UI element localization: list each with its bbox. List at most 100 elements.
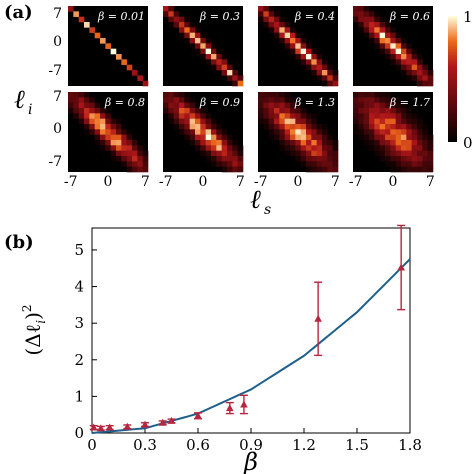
heatmap-cell	[358, 16, 364, 23]
heatmap-cell	[132, 166, 138, 173]
data-point	[397, 224, 406, 311]
heatmap-cell	[68, 97, 74, 103]
heatmap-cell	[290, 108, 296, 114]
heatmap-cell	[395, 145, 402, 151]
colorbar-tick-min: 0	[463, 134, 473, 152]
heatmap-cell	[200, 134, 206, 141]
heatmap-cell	[279, 97, 285, 103]
heatmap-cell	[374, 92, 380, 98]
heatmap-cell	[216, 64, 222, 71]
heatmap-cell	[168, 97, 174, 103]
heatmap-cell	[385, 134, 391, 141]
heatmap-cell	[295, 156, 301, 162]
heatmap-cell	[189, 113, 196, 119]
heatmap-cell	[168, 16, 174, 23]
heatmap-cell	[300, 113, 307, 119]
heatmap-cell	[406, 48, 412, 55]
heatmap-cell	[290, 134, 296, 141]
heatmap-cell	[284, 27, 291, 33]
heatmap-cell	[385, 27, 391, 33]
heatmap-cell	[211, 150, 217, 157]
heatmap-cell	[327, 166, 333, 173]
heatmap-cell	[274, 97, 280, 103]
heatmap-cell	[406, 156, 412, 162]
heatmap-cell	[379, 38, 386, 44]
data-point	[239, 394, 248, 415]
heatmap-cell	[263, 124, 269, 130]
x-tick-a: -7	[349, 174, 363, 190]
heatmap-cell	[216, 54, 222, 60]
heatmap-cell	[322, 166, 328, 173]
heatmap-cell	[232, 161, 238, 167]
heatmap-cell	[84, 108, 90, 114]
heatmap-cell	[89, 108, 95, 114]
heatmap-cell	[406, 113, 412, 119]
heatmap-cell	[100, 38, 106, 44]
heatmap-cell	[179, 92, 185, 98]
heatmap-cell	[363, 108, 370, 114]
heatmap-cell	[168, 102, 174, 109]
heatmap-cell	[369, 124, 375, 130]
heatmap-cell	[390, 108, 396, 114]
heatmap-cell	[100, 129, 106, 135]
heatmap-cell	[279, 118, 285, 125]
heatmap-cell	[184, 97, 190, 103]
heatmap-cell	[279, 134, 285, 141]
y-label-b-sup: 2	[20, 304, 34, 312]
heatmap-cell	[401, 59, 407, 65]
heatmap-cell	[211, 134, 217, 141]
heatmap-cell	[195, 27, 201, 33]
heatmap-cell	[385, 118, 391, 125]
heatmap-cell	[385, 43, 391, 49]
heatmap-cell	[311, 156, 317, 162]
heatmap-cell	[300, 124, 307, 130]
heatmap-cell	[274, 129, 280, 135]
heatmap-cell	[116, 124, 122, 130]
x-tick-a: 0	[199, 174, 208, 190]
heatmap-cell	[401, 113, 407, 119]
heatmap-cell	[94, 113, 101, 119]
heatmap-cell	[406, 129, 412, 135]
heatmap-cell	[369, 38, 375, 44]
heatmap-cell	[84, 97, 90, 103]
heatmap-cell	[322, 75, 328, 81]
heatmap-cell	[200, 140, 206, 146]
heatmap-cell	[221, 70, 228, 76]
heatmap-cell	[205, 129, 212, 135]
heatmap-cell	[227, 156, 233, 162]
heatmap-cell	[290, 102, 296, 109]
heatmap-cell	[274, 108, 280, 114]
heatmap-cell	[395, 129, 402, 135]
x-tick-label-b: 1.8	[398, 436, 422, 454]
heatmap-cell	[211, 129, 217, 135]
heatmap-cell	[132, 150, 138, 157]
heatmap-cell	[110, 129, 117, 135]
heatmap-cell	[411, 64, 418, 71]
heatmap-cell	[184, 118, 190, 125]
heatmap-cell	[332, 156, 339, 162]
heatmap-cell	[385, 54, 391, 60]
heatmap-cell	[205, 48, 212, 55]
heatmap-cell	[295, 43, 301, 49]
heatmap-cell	[232, 156, 238, 162]
heatmap-cell	[322, 70, 328, 76]
heatmap-cell	[110, 145, 117, 151]
heatmap-cell	[216, 48, 222, 55]
heatmap-cell	[363, 27, 370, 33]
heatmap-cell	[353, 6, 359, 12]
heatmap-cell	[221, 166, 228, 173]
heatmap-cell	[417, 80, 423, 87]
heatmap-cell	[94, 134, 101, 141]
heatmap-cell	[422, 75, 428, 81]
heatmap-cell	[395, 150, 402, 157]
heatmap-cell	[179, 97, 185, 103]
heatmap-cell	[232, 166, 238, 173]
heatmap-cell	[422, 166, 428, 173]
heatmap-cell	[279, 129, 285, 135]
heatmap-cell	[94, 108, 101, 114]
colorbar	[448, 16, 457, 142]
y-tick-bottom-7: 7	[53, 89, 62, 105]
heatmap-cell	[211, 59, 217, 65]
heatmap-cell	[126, 145, 133, 151]
heatmap-cell	[216, 145, 222, 151]
